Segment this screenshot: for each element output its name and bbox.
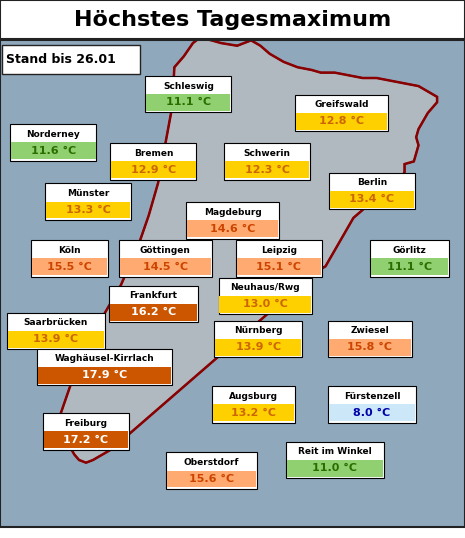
Text: 11.0 °C: 11.0 °C [312, 463, 357, 473]
Text: 11.1 °C: 11.1 °C [166, 97, 211, 108]
Text: Stand bis 26.01: Stand bis 26.01 [6, 53, 115, 66]
Bar [37, 349, 172, 385]
Bar [38, 367, 171, 384]
Text: 13.9 °C: 13.9 °C [235, 342, 281, 352]
Bar [328, 321, 412, 357]
Bar [2, 45, 139, 74]
Polygon shape [60, 38, 437, 463]
Bar [330, 191, 414, 208]
Bar [328, 386, 416, 423]
Text: Schwerin: Schwerin [244, 149, 291, 158]
Text: Fürstenzell: Fürstenzell [344, 392, 400, 401]
Bar [219, 278, 312, 314]
Text: Neuhaus/Rwg: Neuhaus/Rwg [230, 284, 300, 292]
Bar [370, 240, 449, 277]
Bar [111, 143, 196, 180]
Bar [213, 405, 294, 421]
Text: 15.6 °C: 15.6 °C [189, 474, 234, 484]
Text: Waghäusel-Kirrlach: Waghäusel-Kirrlach [55, 355, 154, 363]
Bar [214, 321, 302, 357]
Text: Münster: Münster [67, 189, 110, 198]
Text: 13.2 °C: 13.2 °C [231, 408, 276, 418]
Bar [224, 143, 311, 180]
Text: Köln: Köln [59, 246, 81, 254]
Bar [286, 442, 384, 478]
Bar [120, 258, 211, 275]
Text: Frankfurt: Frankfurt [129, 292, 178, 300]
Bar [329, 339, 411, 356]
Bar [0, 0, 465, 39]
Bar [167, 471, 256, 487]
Text: Bremen: Bremen [134, 149, 173, 158]
Bar [43, 413, 129, 450]
Text: 17.2 °C: 17.2 °C [63, 435, 109, 445]
Bar [46, 202, 130, 218]
Text: 13.9 °C: 13.9 °C [33, 334, 79, 344]
Bar [166, 452, 257, 489]
Text: 16.2 °C: 16.2 °C [131, 307, 176, 317]
Bar [186, 202, 279, 239]
Text: Zwiesel: Zwiesel [350, 327, 389, 335]
Bar [119, 240, 212, 277]
Bar [219, 296, 311, 313]
Text: 12.3 °C: 12.3 °C [245, 165, 290, 175]
Text: 12.9 °C: 12.9 °C [131, 165, 176, 175]
Bar [45, 183, 131, 220]
Bar [215, 339, 301, 356]
Bar [32, 258, 107, 275]
Text: 8.0 °C: 8.0 °C [353, 408, 391, 418]
Text: Göttingen: Göttingen [140, 246, 191, 254]
Text: 15.8 °C: 15.8 °C [347, 342, 392, 352]
Bar [225, 161, 310, 178]
Bar [8, 331, 104, 348]
Bar [287, 460, 383, 477]
Text: Freiburg: Freiburg [65, 419, 107, 428]
Text: Schleswig: Schleswig [163, 82, 214, 90]
Text: 14.5 °C: 14.5 °C [142, 261, 188, 272]
Text: Leipzig: Leipzig [261, 246, 297, 254]
Text: 14.6 °C: 14.6 °C [210, 224, 255, 234]
Text: 11.1 °C: 11.1 °C [386, 261, 432, 272]
Text: 13.4 °C: 13.4 °C [349, 194, 395, 204]
Text: Norderney: Norderney [27, 130, 80, 139]
Text: Greifswald: Greifswald [314, 101, 369, 109]
Text: 17.9 °C: 17.9 °C [82, 370, 127, 380]
Text: 12.8 °C: 12.8 °C [319, 116, 365, 126]
Bar [187, 221, 278, 237]
Bar [110, 304, 197, 321]
Bar [212, 386, 295, 423]
Bar [145, 76, 232, 112]
Bar [7, 313, 105, 349]
Bar [12, 143, 95, 159]
Bar [295, 95, 388, 131]
Text: 13.3 °C: 13.3 °C [66, 205, 111, 215]
Bar [371, 258, 448, 275]
Text: Nürnberg: Nürnberg [234, 327, 282, 335]
Bar [296, 113, 387, 130]
Bar [146, 94, 230, 111]
Text: 11.6 °C: 11.6 °C [31, 146, 76, 156]
Bar [31, 240, 108, 277]
Text: 15.5 °C: 15.5 °C [47, 261, 92, 272]
Text: Görlitz: Görlitz [392, 246, 426, 254]
Bar [329, 173, 415, 209]
Text: Reit im Winkel: Reit im Winkel [298, 448, 372, 456]
Text: Augsburg: Augsburg [229, 392, 278, 401]
Bar [236, 240, 322, 277]
Text: 13.0 °C: 13.0 °C [243, 299, 287, 309]
Text: Oberstdorf: Oberstdorf [184, 458, 239, 467]
Bar [237, 258, 321, 275]
Text: Berlin: Berlin [357, 179, 387, 187]
Text: Höchstes Tagesmaximum: Höchstes Tagesmaximum [74, 10, 391, 30]
Bar [44, 431, 128, 448]
Text: Saarbrücken: Saarbrücken [24, 318, 88, 327]
Bar [329, 405, 415, 421]
Text: 15.1 °C: 15.1 °C [257, 261, 301, 272]
Text: Magdeburg: Magdeburg [204, 208, 261, 217]
Bar [109, 286, 198, 322]
Bar [112, 161, 195, 178]
Bar [11, 124, 97, 161]
